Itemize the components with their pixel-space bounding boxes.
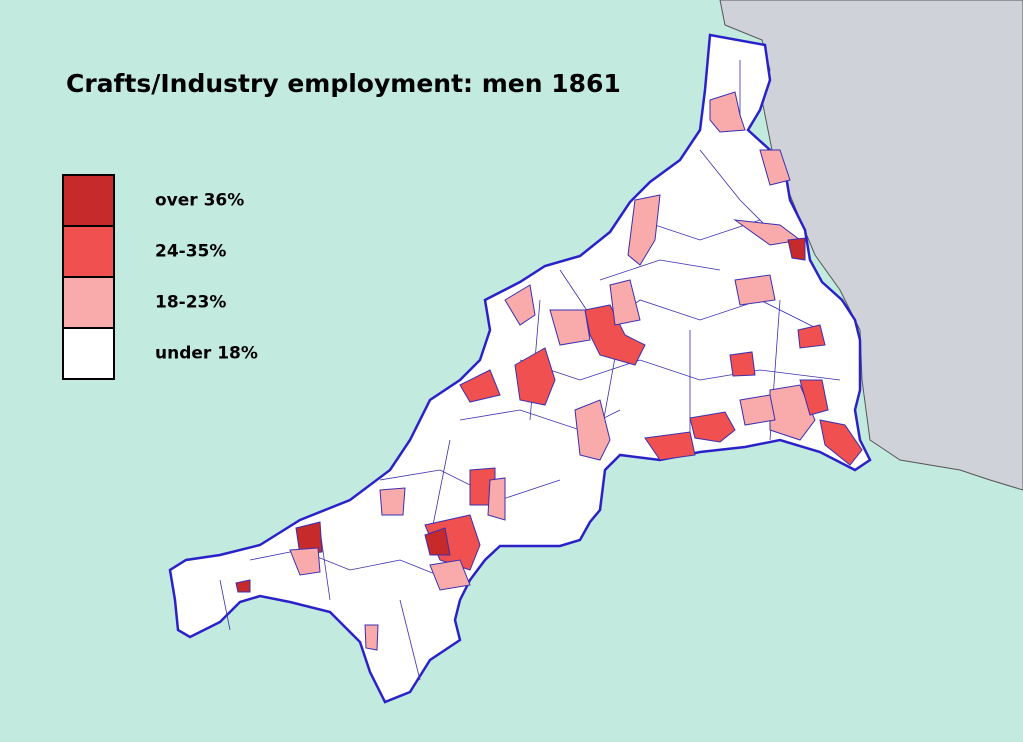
parish-area [379,487,406,516]
parish-area [759,149,791,186]
parish-area [769,384,816,441]
parish-area [584,304,646,366]
parish-area [627,194,661,266]
parish-area [729,351,756,377]
legend: over 36% 24-35% 18-23% under 18% [62,174,258,380]
parish-area [487,477,506,521]
parish-area [429,559,471,591]
parish-area [609,279,641,326]
parish-area [689,411,736,443]
shaded-parishes [235,91,863,651]
legend-swatch [62,327,115,380]
parish-area [459,369,501,403]
parish-area [574,399,611,461]
parish-area [787,237,806,261]
parish-area [295,521,323,556]
parish-area [819,419,863,466]
legend-swatch [62,225,115,278]
legend-label: over 36% [155,191,244,211]
parish-area [289,547,321,576]
parish-area [734,274,776,306]
parish-area [799,379,829,416]
map-title: Crafts/Industry employment: men 1861 [66,69,621,98]
legend-label: under 18% [155,344,258,364]
legend-swatch [62,276,115,329]
parish-area [739,394,776,426]
parish-area [797,324,826,349]
parish-area [364,624,379,651]
parish-area [424,527,451,556]
legend-label: 18-23% [155,293,226,313]
legend-label: 24-35% [155,242,226,262]
parish-area [644,431,696,461]
parish-area [504,284,536,326]
parish-area [235,579,251,593]
parish-area [514,347,556,406]
legend-swatch [62,174,115,227]
parish-area [709,91,746,133]
parish-area [549,309,591,346]
